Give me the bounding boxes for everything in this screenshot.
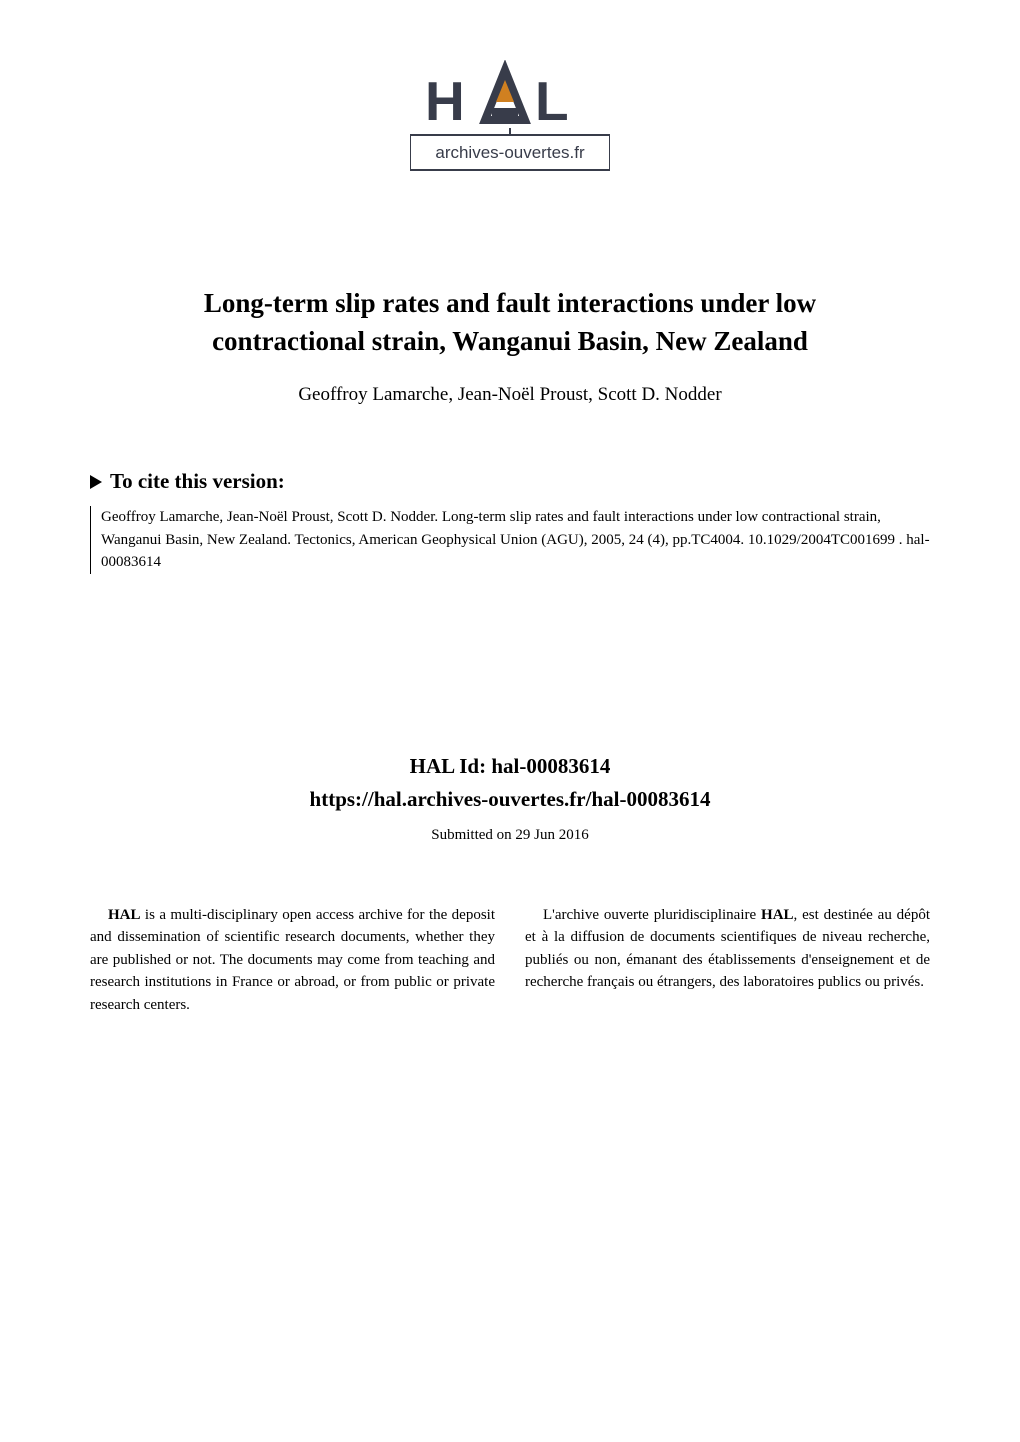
hal-id-label: HAL Id: hal-00083614	[90, 754, 930, 779]
title-line-2: contractional strain, Wanganui Basin, Ne…	[212, 326, 808, 356]
description-left-text: is a multi-disciplinary open access arch…	[90, 907, 495, 1013]
description-section: HAL is a multi-disciplinary open access …	[90, 904, 930, 1017]
submitted-date: Submitted on 29 Jun 2016	[90, 827, 930, 844]
arrow-right-icon	[90, 475, 102, 489]
description-right-column: L'archive ouverte pluridisciplinaire HAL…	[525, 904, 930, 1017]
hal-id-section: HAL Id: hal-00083614 https://hal.archive…	[90, 754, 930, 812]
hal-text-H: H	[425, 70, 465, 132]
hal-text-L: L	[535, 70, 569, 132]
citation-body: Geoffroy Lamarche, Jean-Noël Proust, Sco…	[90, 506, 930, 574]
hal-logo-section: H L archives-ouvertes.fr	[90, 60, 930, 205]
paper-authors: Geoffroy Lamarche, Jean-Noël Proust, Sco…	[90, 381, 930, 410]
hal-logo: H L archives-ouvertes.fr	[410, 60, 610, 205]
description-left-bold: HAL	[108, 907, 141, 923]
description-left-column: HAL is a multi-disciplinary open access …	[90, 904, 495, 1017]
description-right-bold: HAL	[761, 907, 794, 923]
citation-header: To cite this version:	[90, 469, 930, 494]
title-line-1: Long-term slip rates and fault interacti…	[204, 288, 816, 318]
hal-A-crossbar	[492, 108, 518, 116]
citation-header-text: To cite this version:	[110, 469, 285, 494]
hal-id-url: https://hal.archives-ouvertes.fr/hal-000…	[90, 787, 930, 812]
description-right-prefix: L'archive ouverte pluridisciplinaire	[543, 907, 761, 923]
paper-title: Long-term slip rates and fault interacti…	[90, 285, 930, 361]
hal-logo-svg: H L archives-ouvertes.fr	[410, 60, 610, 200]
title-section: Long-term slip rates and fault interacti…	[90, 285, 930, 409]
hal-subtitle-text: archives-ouvertes.fr	[435, 143, 585, 162]
citation-section: To cite this version: Geoffroy Lamarche,…	[90, 469, 930, 574]
